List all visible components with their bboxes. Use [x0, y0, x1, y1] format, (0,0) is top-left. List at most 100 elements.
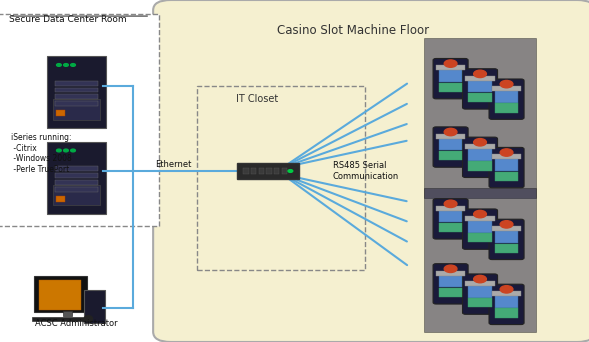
Bar	[495, 293, 518, 308]
Text: ACSC Administrator: ACSC Administrator	[35, 319, 118, 328]
Bar	[492, 226, 521, 231]
FancyBboxPatch shape	[424, 188, 536, 332]
Text: IT Closet: IT Closet	[236, 94, 278, 104]
Circle shape	[474, 70, 487, 78]
Bar	[55, 101, 98, 106]
FancyBboxPatch shape	[0, 14, 159, 226]
Bar	[468, 218, 492, 233]
Bar	[251, 168, 256, 174]
Bar	[468, 233, 492, 242]
Bar	[55, 81, 98, 86]
Text: Casino Slot Machine Floor: Casino Slot Machine Floor	[277, 24, 429, 37]
Bar	[63, 311, 72, 316]
Text: RS485 Serial
Communication: RS485 Serial Communication	[333, 161, 399, 181]
Bar	[56, 110, 65, 116]
FancyBboxPatch shape	[153, 0, 589, 342]
Circle shape	[500, 221, 513, 228]
Bar	[465, 144, 495, 149]
Bar	[465, 76, 495, 81]
Text: Ethernet: Ethernet	[155, 160, 192, 169]
Circle shape	[57, 64, 61, 66]
Bar	[274, 168, 279, 174]
Bar	[53, 185, 100, 205]
Bar	[436, 206, 465, 211]
Bar	[495, 88, 518, 103]
Bar	[495, 172, 518, 181]
Text: Secure Data Center Room: Secure Data Center Room	[9, 15, 127, 24]
Bar	[439, 208, 462, 222]
Bar	[439, 288, 462, 297]
Circle shape	[64, 149, 68, 152]
Bar	[468, 298, 492, 307]
FancyBboxPatch shape	[47, 56, 106, 128]
FancyBboxPatch shape	[462, 69, 498, 109]
Bar	[439, 67, 462, 82]
Circle shape	[500, 286, 513, 293]
Bar	[439, 83, 462, 92]
Bar	[468, 283, 492, 298]
FancyBboxPatch shape	[433, 127, 468, 167]
Circle shape	[288, 170, 293, 172]
Circle shape	[474, 139, 487, 146]
Bar	[495, 103, 518, 113]
Bar	[436, 65, 465, 70]
Bar	[495, 228, 518, 243]
Bar	[465, 216, 495, 221]
Bar	[56, 196, 65, 202]
Bar	[439, 136, 462, 150]
FancyBboxPatch shape	[424, 38, 536, 198]
Bar	[55, 180, 98, 185]
Bar	[492, 291, 521, 296]
Bar	[495, 308, 518, 318]
Bar	[243, 168, 249, 174]
FancyBboxPatch shape	[47, 142, 106, 214]
FancyBboxPatch shape	[489, 219, 524, 260]
Circle shape	[71, 64, 75, 66]
FancyBboxPatch shape	[489, 147, 524, 188]
Circle shape	[474, 210, 487, 218]
Bar	[492, 86, 521, 91]
Circle shape	[444, 128, 457, 136]
Bar	[55, 173, 98, 178]
FancyBboxPatch shape	[433, 199, 468, 239]
Bar	[439, 273, 462, 287]
FancyBboxPatch shape	[34, 276, 87, 312]
Bar	[259, 168, 264, 174]
Circle shape	[500, 149, 513, 156]
Bar	[468, 93, 492, 102]
Bar	[53, 99, 100, 120]
FancyBboxPatch shape	[433, 58, 468, 99]
FancyBboxPatch shape	[84, 290, 105, 323]
Circle shape	[71, 149, 75, 152]
Circle shape	[444, 200, 457, 208]
Bar	[495, 244, 518, 253]
Bar	[436, 134, 465, 139]
FancyBboxPatch shape	[462, 137, 498, 177]
Ellipse shape	[84, 316, 92, 322]
FancyBboxPatch shape	[237, 163, 299, 180]
Bar	[468, 78, 492, 92]
Bar	[439, 151, 462, 160]
Text: iSeries running:
 -Citrix
 -Windows 2008
 -Perle TruePort: iSeries running: -Citrix -Windows 2008 -…	[11, 133, 71, 174]
Bar	[282, 168, 287, 174]
Circle shape	[444, 265, 457, 273]
Bar	[468, 146, 492, 161]
Circle shape	[500, 80, 513, 88]
Bar	[55, 94, 98, 99]
Bar	[55, 166, 98, 171]
FancyBboxPatch shape	[462, 209, 498, 249]
Bar	[39, 280, 81, 310]
FancyBboxPatch shape	[462, 274, 498, 314]
Circle shape	[64, 64, 68, 66]
Circle shape	[444, 60, 457, 67]
Bar	[55, 88, 98, 92]
Circle shape	[474, 275, 487, 283]
Bar	[266, 168, 272, 174]
Bar	[55, 187, 98, 192]
Bar	[32, 317, 85, 321]
Bar	[468, 161, 492, 171]
FancyBboxPatch shape	[489, 284, 524, 325]
Bar	[436, 271, 465, 276]
FancyBboxPatch shape	[433, 264, 468, 304]
Bar	[495, 156, 518, 171]
